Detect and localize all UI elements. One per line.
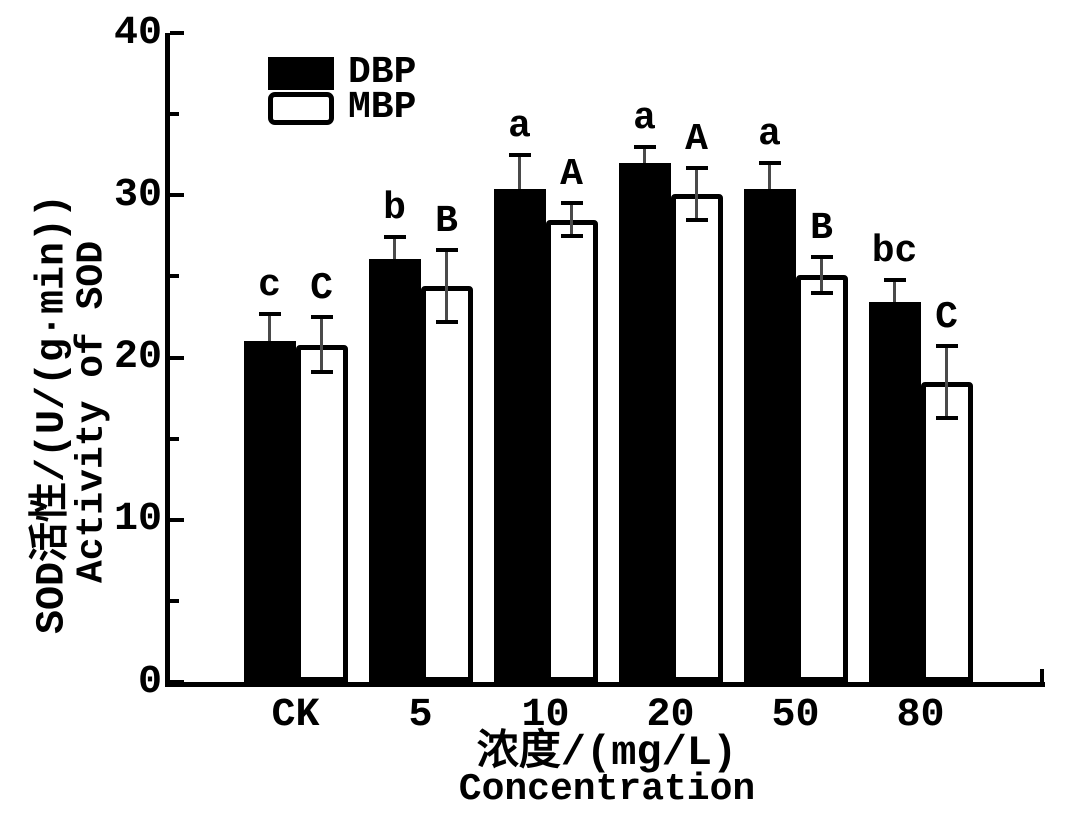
x-axis-end-tick [1040, 669, 1044, 682]
bar-dbp-20 [618, 162, 671, 682]
error-bar-dbp-ck [268, 313, 271, 342]
error-bar-mbp-20 [695, 167, 698, 220]
error-bar-dbp-20 [643, 146, 646, 163]
error-cap-top-mbp-50 [810, 254, 833, 259]
sig-letter-mbp-5: B [435, 200, 458, 244]
error-bar-dbp-5 [393, 237, 396, 259]
error-cap-bottom-mbp-ck [310, 370, 333, 375]
y-tick-label-0: 0 [137, 659, 162, 705]
bar-dbp-5 [368, 258, 421, 682]
sig-letter-mbp-80: C [935, 296, 958, 340]
x-tick-label-80: 80 [896, 693, 945, 738]
sig-letter-mbp-50: B [810, 206, 833, 250]
error-bar-dbp-80 [893, 279, 896, 303]
error-bar-mbp-10 [570, 203, 573, 236]
bar-mbp-5 [420, 286, 473, 682]
bar-mbp-80 [920, 381, 973, 682]
error-cap-bottom-mbp-50 [810, 290, 833, 295]
y-tick-label-10: 10 [113, 497, 162, 543]
x-tick-label-ck: CK [271, 693, 320, 738]
x-tick-label-10: 10 [521, 693, 570, 738]
y-major-tick-20 [170, 355, 184, 360]
error-cap-top-dbp-50 [758, 160, 781, 165]
x-axis-tick-labels: CK 5 10 20 50 80 [170, 692, 1045, 740]
sig-letter-dbp-10: a [508, 104, 531, 148]
bar-mbp-50 [795, 274, 848, 682]
bar-dbp-ck [243, 341, 296, 682]
sig-letter-mbp-ck: C [310, 266, 333, 310]
y-major-tick-30 [170, 193, 184, 198]
error-bar-dbp-50 [768, 162, 771, 189]
x-axis-title-chinese: 浓度/(mg/L) [476, 729, 738, 777]
y-minor-tick-5 [170, 598, 179, 603]
error-cap-top-dbp-ck [258, 311, 281, 316]
error-cap-top-mbp-20 [685, 165, 708, 170]
error-cap-top-mbp-10 [560, 201, 583, 206]
legend-swatch-mbp [268, 91, 334, 125]
error-cap-top-dbp-80 [883, 277, 906, 282]
error-cap-bottom-mbp-20 [685, 217, 708, 222]
y-minor-tick-15 [170, 436, 179, 441]
error-bar-mbp-ck [320, 316, 323, 373]
sig-letter-mbp-10: A [560, 153, 583, 197]
bar-mbp-10 [545, 219, 598, 682]
sig-letter-dbp-5: b [383, 187, 406, 231]
bar-mbp-ck [295, 344, 348, 682]
legend-swatch-dbp [268, 56, 334, 90]
error-cap-top-mbp-5 [435, 248, 458, 253]
legend-row-dbp: DBP [268, 51, 417, 94]
error-cap-bottom-mbp-5 [435, 319, 458, 324]
x-tick-label-50: 50 [771, 693, 820, 738]
error-cap-top-dbp-10 [508, 152, 531, 157]
legend-label-dbp: DBP [348, 51, 417, 94]
error-cap-bottom-mbp-80 [935, 415, 958, 420]
y-axis-tick-labels: 0 10 20 30 40 [0, 11, 162, 705]
x-tick-label-20: 20 [646, 693, 695, 738]
error-bar-mbp-5 [445, 250, 448, 322]
x-axis-title-english: Concentration [458, 768, 756, 811]
sig-letter-dbp-50: a [758, 112, 781, 156]
y-tick-label-40: 40 [113, 10, 162, 56]
sig-letter-dbp-80: bc [871, 229, 918, 273]
bar-dbp-80 [868, 302, 921, 682]
sig-letter-mbp-20: A [685, 117, 708, 161]
bar-mbp-20 [670, 193, 723, 682]
error-cap-top-dbp-5 [383, 235, 406, 240]
bar-dbp-10 [493, 188, 546, 682]
y-major-tick-40 [170, 31, 184, 35]
sig-letter-dbp-ck: c [258, 263, 281, 307]
bar-dbp-50 [743, 188, 796, 682]
y-minor-tick-25 [170, 274, 179, 279]
y-minor-tick-35 [170, 112, 179, 117]
sig-letter-dbp-20: a [633, 96, 656, 140]
legend-label-mbp: MBP [348, 86, 417, 129]
x-tick-label-5: 5 [408, 693, 433, 738]
y-tick-label-30: 30 [113, 172, 162, 218]
y-major-tick-0 [170, 680, 184, 684]
error-bar-dbp-10 [518, 154, 521, 189]
legend: DBP MBP [268, 51, 417, 129]
legend-row-mbp: MBP [268, 86, 417, 129]
y-major-tick-10 [170, 517, 184, 522]
error-bar-mbp-80 [945, 346, 948, 418]
error-bar-mbp-50 [820, 256, 823, 293]
y-tick-label-20: 20 [113, 335, 162, 380]
error-cap-top-mbp-ck [310, 314, 333, 319]
error-cap-top-mbp-80 [935, 344, 958, 349]
error-cap-top-dbp-20 [633, 144, 656, 149]
error-cap-bottom-mbp-10 [560, 233, 583, 238]
